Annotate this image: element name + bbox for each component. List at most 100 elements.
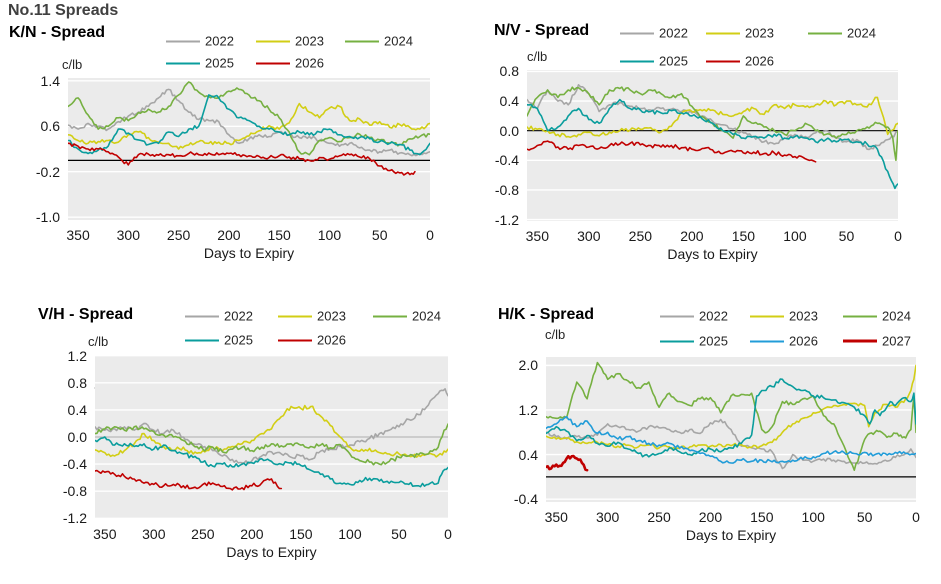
x-tick-label: 350 xyxy=(66,227,90,243)
x-tick-label: 100 xyxy=(801,509,825,525)
legend-swatch-2024 xyxy=(345,40,379,42)
y-tick-label: -1.2 xyxy=(62,510,87,527)
series-line-hk-2024 xyxy=(546,361,916,471)
x-tick-label: 0 xyxy=(444,526,452,542)
series-line-nv-2024 xyxy=(527,86,898,162)
legend-swatch-2025 xyxy=(185,339,219,341)
x-tick-label: 350 xyxy=(93,526,117,542)
legend-label: 2024 xyxy=(882,308,911,324)
x-tick-label: 200 xyxy=(680,228,704,244)
legend-item-2025: 2025 xyxy=(660,334,728,349)
legend-swatch-2026 xyxy=(278,339,312,341)
watermark-text: CZ xyxy=(101,375,125,401)
watermark-cz-logo xyxy=(75,178,115,218)
y-tick-label: 0.0 xyxy=(499,122,519,139)
series-line-kn-2025 xyxy=(68,94,430,156)
y-tick-label: 0.4 xyxy=(499,93,519,110)
legend-label: 2023 xyxy=(789,308,818,324)
legend-item-2026: 2026 xyxy=(750,334,818,349)
x-tick-label: 50 xyxy=(371,227,388,243)
legend-swatch-2023 xyxy=(256,40,290,42)
legend-item-2022: 2022 xyxy=(660,309,728,324)
legend-swatch-2023 xyxy=(278,315,312,317)
legend-swatch-2025 xyxy=(166,62,200,64)
y-axis-unit-label: c/lb xyxy=(545,327,566,342)
chart-title-kn: K/N - Spread xyxy=(9,24,106,41)
legend-swatch-2025 xyxy=(660,340,694,342)
chart-title-vh: V/H - Spread xyxy=(38,306,134,323)
legend-label: 2027 xyxy=(882,333,911,349)
x-axis-title: Days to Expiry xyxy=(226,544,317,560)
series-line-vh-2023 xyxy=(95,404,448,458)
x-tick-label: 250 xyxy=(647,509,671,525)
legend-swatch-2026 xyxy=(750,340,784,342)
x-tick-label: 0 xyxy=(912,509,920,525)
y-axis-unit-label: c/lb xyxy=(527,49,548,64)
x-tick-label: 250 xyxy=(166,227,191,243)
y-tick-label: -0.4 xyxy=(513,491,538,508)
watermark-cz-logo xyxy=(93,368,133,408)
legend-label: 2025 xyxy=(224,332,253,348)
x-tick-label: 0 xyxy=(894,228,902,244)
y-tick-label: 0.8 xyxy=(67,374,87,391)
legend-swatch-2026 xyxy=(706,60,740,62)
y-tick-label: -0.8 xyxy=(62,483,87,500)
series-line-nv-2023 xyxy=(527,96,898,139)
x-tick-label: 200 xyxy=(240,526,264,542)
series-line-nv-2025 xyxy=(527,98,898,190)
y-tick-label: 0.0 xyxy=(67,429,87,445)
y-tick-label: -0.4 xyxy=(62,456,87,473)
legend-swatch-2024 xyxy=(843,315,877,317)
legend-label: 2025 xyxy=(205,55,234,71)
legend-label: 2024 xyxy=(384,33,413,49)
legend-swatch-2024 xyxy=(373,315,407,317)
legend-swatch-2024 xyxy=(808,32,842,34)
x-tick-label: 300 xyxy=(116,227,141,243)
legend-label: 2026 xyxy=(317,332,346,348)
legend-label: 2023 xyxy=(745,25,774,41)
series-line-hk-2026 xyxy=(546,415,916,464)
series-line-hk-2027 xyxy=(546,454,589,472)
x-tick-label: 0 xyxy=(426,227,434,243)
legend-swatch-2027 xyxy=(843,339,877,343)
series-line-vh-2024 xyxy=(95,423,448,466)
x-tick-label: 350 xyxy=(544,509,568,525)
x-tick-label: 300 xyxy=(142,526,166,542)
legend-item-2026: 2026 xyxy=(278,333,346,348)
watermark-cz-logo xyxy=(844,177,884,217)
series-line-kn-2022 xyxy=(68,88,430,157)
legend-label: 2025 xyxy=(659,53,688,69)
x-tick-label: 200 xyxy=(698,509,723,525)
series-line-kn-2023 xyxy=(68,102,430,150)
x-tick-label: 50 xyxy=(856,509,873,525)
y-axis-unit-label: c/lb xyxy=(88,334,109,349)
legend-label: 2025 xyxy=(699,333,728,349)
y-tick-label: 1.2 xyxy=(67,347,87,364)
y-tick-label: -1.0 xyxy=(35,209,60,226)
plot-area-nv xyxy=(527,70,898,221)
legend-item-2024: 2024 xyxy=(843,309,911,324)
y-tick-label: 0.6 xyxy=(40,118,60,135)
legend-label: 2023 xyxy=(317,308,346,324)
x-tick-label: 100 xyxy=(317,227,342,243)
x-tick-label: 300 xyxy=(595,509,620,525)
x-tick-label: 150 xyxy=(289,526,313,542)
legend-swatch-2022 xyxy=(620,32,654,34)
legend-item-2023: 2023 xyxy=(706,26,774,41)
x-tick-label: 150 xyxy=(267,227,291,243)
x-tick-label: 150 xyxy=(750,509,774,525)
x-axis-title: Days to Expiry xyxy=(203,245,295,261)
legend-label: 2022 xyxy=(659,25,688,41)
x-tick-label: 250 xyxy=(191,526,215,542)
series-line-hk-2023 xyxy=(546,364,916,450)
legend-label: 2026 xyxy=(745,53,774,69)
chart-title-hk: H/K - Spread xyxy=(498,306,595,323)
legend-item-2027: 2027 xyxy=(843,334,911,349)
y-tick-label: -0.4 xyxy=(494,152,519,169)
x-tick-label: 250 xyxy=(628,228,653,244)
legend-item-2024: 2024 xyxy=(808,26,876,41)
page-title: No.11 Spreads xyxy=(8,2,119,19)
x-tick-label: 100 xyxy=(338,526,362,542)
